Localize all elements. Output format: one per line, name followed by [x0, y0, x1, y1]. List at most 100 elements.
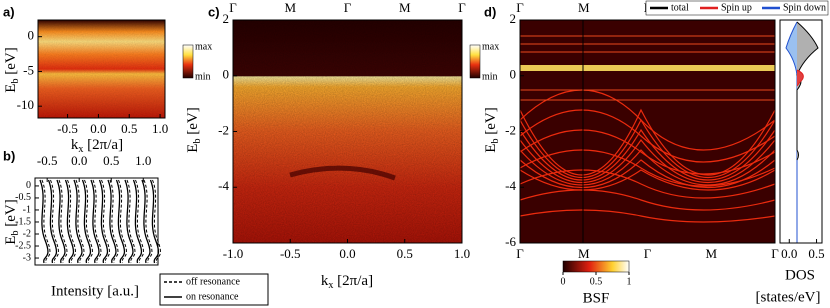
panel-label: a)	[3, 4, 15, 19]
spectrum	[118, 179, 127, 264]
x-tick-label: M	[578, 246, 590, 261]
spectrum	[73, 179, 83, 264]
x-tick-label: Γ	[771, 246, 779, 261]
label-main: k	[321, 273, 329, 289]
label-sub: x	[78, 144, 83, 155]
x-tick-label: 0.0	[90, 121, 106, 136]
panel-label: c)	[208, 4, 220, 19]
x-tick-label: -0.5	[37, 153, 58, 168]
y-tick-label: -3	[23, 252, 31, 263]
x-tick-label: 0.5	[103, 153, 119, 168]
label-unit: [eV]	[185, 107, 201, 138]
legend-label: total	[671, 2, 689, 13]
colorbar	[469, 44, 481, 79]
spectrum	[109, 179, 119, 264]
legend-label: on resonance	[186, 291, 239, 302]
x-tick-label: 1.0	[454, 246, 470, 261]
spectrum	[47, 179, 58, 264]
spectrum	[67, 179, 76, 264]
y-tick-label: 0	[223, 67, 230, 82]
spectrum	[143, 179, 153, 264]
x-tick-label: 1.0	[152, 121, 168, 136]
top-label: M	[284, 0, 296, 15]
spectrum	[92, 179, 102, 264]
spectrum	[135, 179, 144, 264]
spectrum	[149, 179, 160, 264]
x-tick-label: M	[705, 246, 717, 261]
spectrum	[81, 179, 92, 264]
y-tick-label: 0	[510, 67, 517, 82]
panel-label: b)	[3, 148, 15, 163]
colorbar-label: max	[195, 41, 212, 52]
legend-label: off resonance	[186, 276, 241, 287]
y-tick-label: -2	[218, 122, 229, 137]
axis-label: Eb [eV]	[3, 47, 21, 92]
top-label: M	[399, 0, 411, 15]
band	[519, 189, 776, 211]
y-tick-label: -4	[218, 178, 229, 193]
plot-frame	[37, 19, 166, 119]
legend-label: Spin up	[721, 2, 752, 13]
colorbar	[562, 260, 630, 273]
legend	[645, 0, 829, 16]
heatmap-noise	[38, 20, 165, 118]
label-unit: [2π/a]	[83, 137, 123, 153]
x-tick-label: 0.0	[71, 153, 87, 168]
label-sub: b	[490, 139, 501, 144]
spectrum	[126, 179, 136, 264]
band	[519, 118, 776, 178]
colorbar-tick-label: 0.5	[590, 276, 603, 287]
band	[519, 169, 776, 199]
bands	[519, 35, 776, 223]
y-tick-label: -4	[505, 178, 516, 193]
y-tick-label: 0	[28, 28, 35, 43]
spectrum	[50, 179, 59, 264]
x-tick-label: 0.5	[808, 246, 824, 261]
spectrum	[115, 179, 126, 264]
y-tick-label: -1	[23, 204, 31, 215]
colorbar-title: BSF	[583, 290, 610, 306]
band	[519, 128, 776, 181]
top-label: Γ	[229, 0, 237, 15]
y-tick-label: -6	[505, 234, 516, 249]
axis-label: Eb [eV]	[3, 199, 21, 244]
label-sub: x	[328, 280, 333, 291]
label-unit: [eV]	[3, 199, 19, 230]
y-tick-label: -2.5	[15, 240, 31, 251]
legend	[159, 273, 269, 306]
spectrum	[75, 179, 85, 264]
band	[519, 109, 776, 163]
band	[519, 159, 776, 188]
x-tick-label: -0.5	[280, 246, 301, 261]
x-tick-label: 0.0	[339, 246, 355, 261]
dos	[796, 69, 804, 87]
spectrum	[39, 179, 49, 264]
axis-label: DOS	[785, 267, 815, 283]
y-tick-label: -1.5	[15, 216, 31, 227]
axis-label: kx [2π/a]	[321, 273, 373, 291]
colorbar-label: min	[195, 71, 211, 82]
axis-label: kx [2π/a]	[71, 137, 123, 155]
heatmap-feature	[289, 165, 396, 181]
label-sub: b	[192, 139, 203, 144]
y-tick-label: 2	[223, 11, 230, 26]
label-main: E	[483, 144, 499, 153]
legend-label: Spin down	[783, 2, 826, 13]
label-main: E	[3, 84, 19, 93]
axis-label: [states/eV]	[756, 289, 821, 305]
spectrum	[84, 179, 93, 264]
axis-label: Eb [eV]	[483, 107, 501, 152]
x-tick-label: 1.0	[135, 153, 151, 168]
spectrum	[132, 179, 143, 264]
spectrum	[101, 179, 110, 264]
spectrum	[124, 179, 134, 264]
label-sub: b	[10, 79, 21, 84]
y-tick-label: -10	[17, 97, 34, 112]
plot-frame	[779, 19, 823, 244]
top-label: Γ	[458, 0, 466, 15]
colorbar-label: min	[482, 71, 498, 82]
band	[519, 149, 776, 186]
x-tick-label: Γ	[644, 246, 652, 261]
spectrum	[141, 179, 151, 264]
label-sub: b	[10, 231, 21, 236]
